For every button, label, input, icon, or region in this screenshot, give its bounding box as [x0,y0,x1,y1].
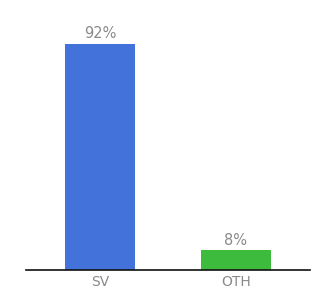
Bar [201,250,271,270]
Text: 8%: 8% [224,233,247,248]
Text: 92%: 92% [84,26,116,41]
Bar [65,44,135,270]
